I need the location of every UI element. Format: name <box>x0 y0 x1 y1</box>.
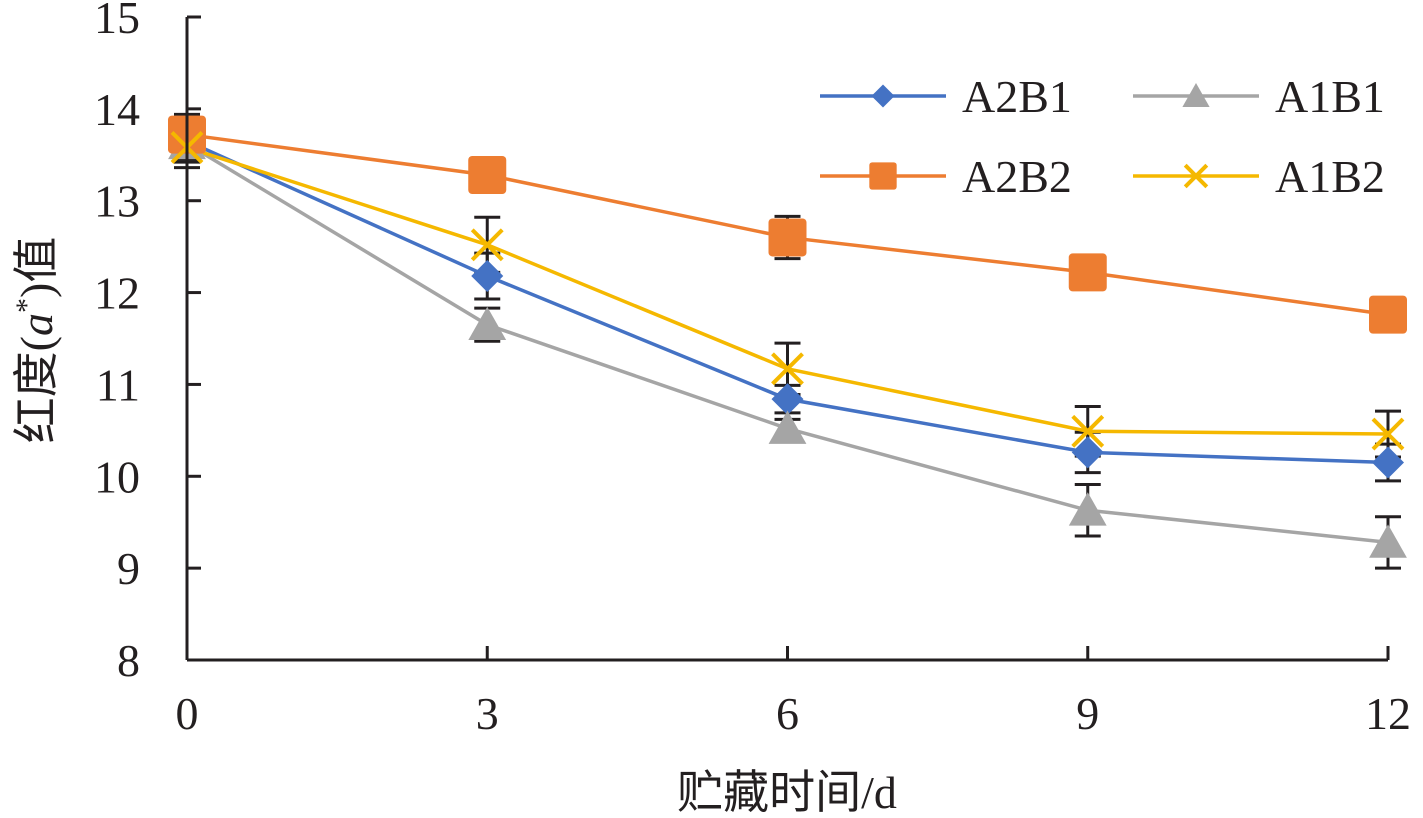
legend-marker <box>869 162 897 190</box>
legend-item-a2b1: A2B1 <box>820 71 1072 122</box>
data-point-a1b2 <box>1071 414 1105 448</box>
x-tick-label: 12 <box>1365 688 1411 739</box>
y-axis-title-suffix: )值 <box>11 237 62 298</box>
x-tick-label: 6 <box>776 688 799 739</box>
data-point-a2b2 <box>1068 253 1107 292</box>
y-tick-label: 9 <box>117 543 140 594</box>
y-axis-title-prefix: 红度( <box>11 336 62 443</box>
series-lines <box>186 132 1389 545</box>
y-tick-label: 10 <box>94 451 140 502</box>
x-ticks: 0 3 6 9 12 <box>176 646 1411 739</box>
data-point-a1b2-stroke-b <box>1071 414 1105 448</box>
data-point-a2b1 <box>771 383 804 416</box>
x-tick-label: 9 <box>1076 688 1099 739</box>
data-point-a2b2 <box>468 155 507 194</box>
legend-label: A2B2 <box>962 151 1072 202</box>
data-point-a1b2-stroke-b <box>1371 417 1405 451</box>
data-point-a1b2-stroke-b <box>470 228 504 262</box>
x-tick-label: 3 <box>476 688 499 739</box>
data-point-a2b2 <box>768 218 807 257</box>
data-point-a2b1 <box>471 260 504 293</box>
legend: A2B1 A1B1 A2B2 A1B2 <box>820 71 1385 202</box>
data-point-a1b2 <box>470 228 504 262</box>
data-point-a2b2 <box>1369 295 1407 334</box>
y-tick-label: 13 <box>94 176 140 227</box>
x-tick-label: 0 <box>176 688 199 739</box>
y-axis-title: 红度(a*)值 <box>10 237 62 444</box>
legend-item-a1b2: A1B2 <box>1133 151 1385 202</box>
y-tick-label: 14 <box>94 84 140 135</box>
y-tick-label: 15 <box>94 0 140 43</box>
axes <box>185 17 1388 662</box>
y-tick-label: 8 <box>117 635 140 686</box>
series-markers <box>168 115 1407 558</box>
data-point-a1b1 <box>1369 524 1407 558</box>
y-ticks: 8 9 10 11 12 13 14 15 <box>94 0 201 686</box>
legend-label: A1B2 <box>1275 151 1385 202</box>
legend-label: A1B1 <box>1275 71 1385 122</box>
y-axis-title-sup: * <box>10 298 43 313</box>
data-point-a1b2 <box>1371 417 1405 451</box>
legend-marker <box>1182 83 1210 108</box>
data-point-a1b1 <box>1068 492 1107 526</box>
y-tick-label: 11 <box>96 359 140 410</box>
data-point-a1b2 <box>771 352 804 386</box>
legend-marker <box>1183 163 1209 189</box>
x-axis-title: 贮藏时间/d <box>677 767 897 818</box>
y-axis-title-symbol: a <box>11 313 62 336</box>
data-point-a1b1 <box>768 410 807 444</box>
error-bars <box>174 112 1401 570</box>
legend-label: A2B1 <box>962 71 1072 122</box>
legend-item-a1b1: A1B1 <box>1133 71 1385 122</box>
data-point-a1b1 <box>468 306 507 341</box>
legend-marker-stroke-b <box>1183 163 1209 189</box>
legend-item-a2b2: A2B2 <box>820 151 1072 202</box>
data-point-a1b2-stroke-b <box>771 352 804 386</box>
y-tick-label: 12 <box>94 268 140 319</box>
legend-marker <box>871 84 895 108</box>
data-point-a2b1 <box>1071 436 1104 469</box>
data-point-a2b1 <box>1372 446 1404 479</box>
